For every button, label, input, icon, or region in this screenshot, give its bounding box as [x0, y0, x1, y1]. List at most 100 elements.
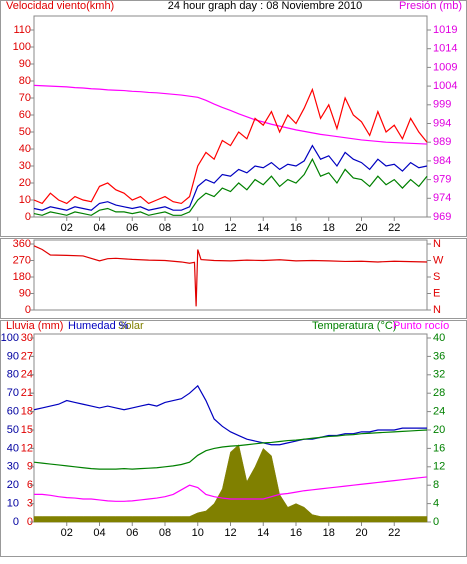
- y-tick-label: 10: [19, 194, 31, 206]
- y-tick-label: 70: [19, 92, 31, 104]
- y-tick-label: 100: [1, 332, 19, 344]
- y3-tick-label: 6: [27, 479, 33, 491]
- y-tick-label: 100: [13, 41, 31, 53]
- y-tick-label: 0: [25, 304, 31, 316]
- x-tick-label: 22: [388, 527, 400, 539]
- y-tick-label: 70: [7, 387, 19, 399]
- series-line: [33, 429, 428, 470]
- series-line: [33, 144, 428, 211]
- y2-tick-label: N: [433, 304, 441, 316]
- x-tick-label: 02: [61, 222, 73, 234]
- x-tick-label: 08: [159, 222, 171, 234]
- x-tick-label: 18: [323, 527, 335, 539]
- y2-tick-label: 20: [433, 424, 445, 436]
- y2-tick-label: 16: [433, 442, 445, 454]
- y2-tick-label: 989: [433, 136, 451, 148]
- y2-tick-label: 979: [433, 174, 451, 186]
- x-tick-label: 04: [93, 222, 105, 234]
- y-tick-label: 0: [13, 516, 19, 528]
- y2-tick-label: W: [433, 254, 444, 266]
- series-line: [33, 84, 428, 145]
- x-tick-label: 04: [93, 527, 105, 539]
- y2-tick-label: S: [433, 271, 440, 283]
- y2-tick-label: 999: [433, 99, 451, 111]
- y-tick-label: 360: [13, 238, 31, 250]
- series-line: [33, 245, 428, 307]
- y-tick-label: 30: [19, 160, 31, 172]
- y-tick-label: 60: [19, 109, 31, 121]
- y3-axis-title: Lluvia (mm): [6, 320, 63, 332]
- plot-area: [33, 239, 428, 311]
- y-tick-label: 30: [7, 461, 19, 473]
- y2-tick-label: 984: [433, 155, 451, 167]
- y-tick-label: 0: [25, 211, 31, 223]
- legend-entry: Solar: [118, 320, 144, 332]
- x-tick-label: 12: [224, 222, 236, 234]
- legend-entry: Temperatura (°C): [312, 320, 396, 332]
- x-tick-label: 10: [192, 222, 204, 234]
- y2-tick-label: 28: [433, 387, 445, 399]
- x-tick-label: 16: [290, 527, 302, 539]
- y2-tick-label: 1019: [433, 24, 457, 36]
- y-tick-label: 80: [7, 369, 19, 381]
- y3-tick-label: 18: [21, 406, 33, 418]
- x-tick-label: 14: [257, 222, 269, 234]
- y2-tick-label: 8: [433, 479, 439, 491]
- y2-tick-label: E: [433, 287, 440, 299]
- y2-tick-label: 32: [433, 369, 445, 381]
- y-tick-label: 90: [19, 58, 31, 70]
- x-tick-label: 20: [355, 222, 367, 234]
- y2-tick-label: 1004: [433, 80, 457, 92]
- y2-tick-label: 12: [433, 461, 445, 473]
- y-tick-label: 60: [7, 406, 19, 418]
- y2-tick-label: 1009: [433, 61, 457, 73]
- y3-tick-label: 3: [27, 498, 33, 510]
- x-tick-label: 08: [159, 527, 171, 539]
- y3-tick-label: 24: [21, 369, 33, 381]
- series-line: [33, 384, 427, 446]
- y-tick-label: 90: [19, 287, 31, 299]
- y-tick-label: 270: [13, 254, 31, 266]
- y2-tick-label: 36: [433, 350, 445, 362]
- y-tick-label: 20: [19, 177, 31, 189]
- y3-tick-label: 15: [21, 424, 33, 436]
- y2-tick-label: 974: [433, 192, 451, 204]
- y2-tick-label: 24: [433, 406, 445, 418]
- y3-tick-label: 27: [21, 350, 33, 362]
- y3-tick-label: 21: [21, 387, 33, 399]
- legend-entry: Punto rocío: [393, 320, 449, 332]
- x-tick-label: 14: [257, 527, 269, 539]
- series-line: [34, 476, 428, 502]
- y-tick-label: 10: [7, 498, 19, 510]
- y2-tick-label: 969: [433, 211, 451, 223]
- x-tick-label: 20: [355, 527, 367, 539]
- legend-entry: Humedad %: [68, 320, 129, 332]
- y-tick-label: 20: [7, 479, 19, 491]
- plot-area: [33, 15, 428, 218]
- y2-tick-label: 994: [433, 117, 451, 129]
- x-tick-label: 10: [192, 527, 204, 539]
- y2-tick-label: 40: [433, 332, 445, 344]
- y2-tick-label: 4: [433, 498, 439, 510]
- x-tick-label: 18: [323, 222, 335, 234]
- y3-tick-label: 12: [21, 442, 33, 454]
- x-tick-label: 06: [126, 222, 138, 234]
- y-tick-label: 40: [7, 442, 19, 454]
- y2-tick-label: 1014: [433, 43, 457, 55]
- series-area: [33, 444, 428, 523]
- y2-tick-label: N: [433, 238, 441, 250]
- y2-axis-title: Presión (mb): [399, 0, 462, 12]
- x-tick-label: 22: [388, 222, 400, 234]
- chart-title: 24 hour graph day : 08 Noviembre 2010: [168, 0, 362, 12]
- y-tick-label: 40: [19, 143, 31, 155]
- x-tick-label: 16: [290, 222, 302, 234]
- y3-tick-label: 9: [27, 461, 33, 473]
- y-tick-label: 50: [19, 126, 31, 138]
- y2-tick-label: 0: [433, 516, 439, 528]
- series-line: [33, 87, 428, 205]
- x-tick-label: 02: [61, 527, 73, 539]
- y-tick-label: 180: [13, 271, 31, 283]
- y-tick-label: 50: [7, 424, 19, 436]
- y3-tick-label: 30: [21, 332, 33, 344]
